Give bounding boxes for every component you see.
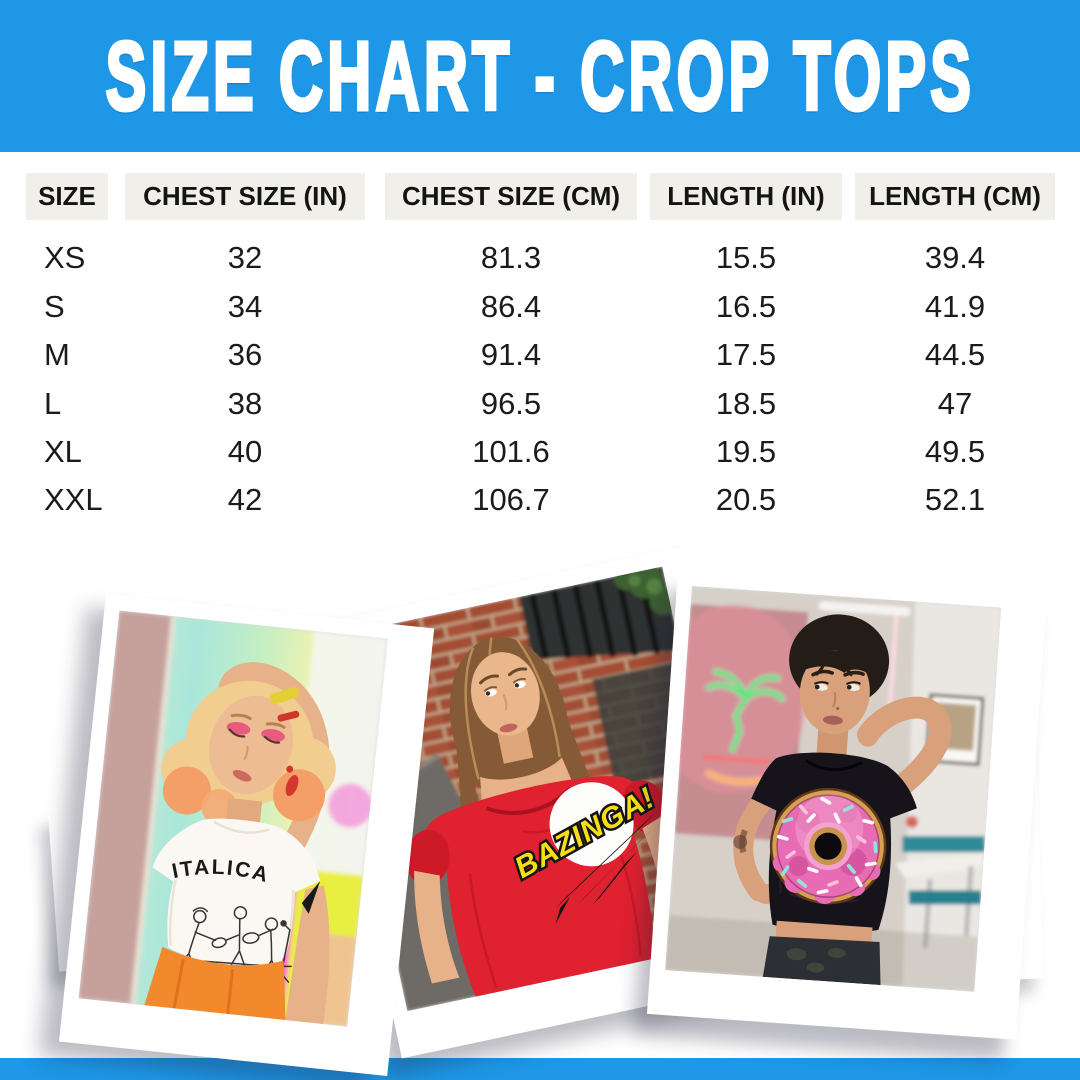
length-cm-value: 52.1	[924, 482, 986, 517]
hanging-arm	[285, 885, 330, 1025]
chest-cm-value: 91.4	[480, 337, 542, 372]
photo-right-image	[665, 586, 1002, 992]
chest-cm-value: 96.5	[480, 386, 542, 421]
column-header-length-cm: LENGTH (CM)	[855, 173, 1055, 220]
face	[470, 652, 540, 736]
length-in-value: 18.5	[715, 386, 777, 421]
bottoms	[762, 936, 881, 986]
arm-behind-neck	[856, 696, 952, 808]
length-in-value: 15.5	[715, 240, 777, 275]
left-arm	[414, 870, 460, 984]
column-header-length-in: LENGTH (IN)	[650, 173, 842, 220]
size-label: M	[44, 337, 70, 372]
donut-sprinkles	[776, 796, 878, 895]
diner-tables	[895, 815, 985, 949]
size-label: S	[44, 289, 65, 324]
orange-skirt	[144, 946, 286, 1021]
chest-cm-value: 101.6	[472, 434, 550, 469]
chest-in-value: 38	[227, 386, 263, 421]
length-cm-value: 47	[937, 386, 973, 421]
length-cm-value: 39.4	[924, 240, 986, 275]
photo-left: ITALICA	[58, 594, 435, 1077]
photo-right	[646, 570, 1048, 1040]
chest-in-value: 32	[227, 240, 263, 275]
table-row-xxl: XXL 42 106.7 20.5 52.1	[0, 481, 1080, 519]
lips	[232, 769, 252, 782]
red-hair-clip	[277, 710, 300, 722]
lips	[822, 715, 843, 725]
length-in-value: 16.5	[715, 289, 777, 324]
logo-circle	[549, 782, 634, 867]
chest-in-value: 42	[227, 482, 263, 517]
table-row-s: S 34 86.4 16.5 41.9	[0, 288, 1080, 326]
metal-letter-spike	[301, 880, 321, 914]
banner: SIZE CHART - CROP TOPS	[0, 0, 1080, 152]
table-row-xl: XL 40 101.6 19.5 49.5	[0, 433, 1080, 471]
white-crop-top	[152, 818, 321, 966]
brows	[811, 669, 865, 677]
donut-graphic	[769, 787, 887, 905]
length-in-value: 17.5	[715, 337, 777, 372]
length-cm-value: 49.5	[924, 434, 986, 469]
neon-palm-sign	[702, 610, 901, 792]
face	[209, 695, 293, 795]
chest-cm-value: 106.7	[472, 482, 550, 517]
table-row-m: M 36 91.4 17.5 44.5	[0, 336, 1080, 374]
table-row-l: L 38 96.5 18.5 47	[0, 385, 1080, 423]
photo-left-image: ITALICA	[78, 610, 388, 1027]
chest-in-value: 34	[227, 289, 263, 324]
column-header-chest-in: CHEST SIZE (IN)	[125, 173, 365, 220]
bottom-accent-bar	[0, 1058, 1080, 1080]
length-in-value: 20.5	[715, 482, 777, 517]
lips	[499, 723, 518, 733]
length-cm-value: 44.5	[924, 337, 986, 372]
photo-left-illustration: ITALICA	[78, 610, 388, 1027]
chest-in-value: 40	[227, 434, 263, 469]
face	[799, 650, 876, 735]
column-header-chest-cm: CHEST SIZE (CM)	[385, 173, 637, 220]
donut-hole	[814, 832, 842, 860]
length-cm-value: 41.9	[924, 289, 986, 324]
table-row-xs: XS 32 81.3 15.5 39.4	[0, 239, 1080, 277]
chest-cm-value: 81.3	[480, 240, 542, 275]
size-label: XXL	[44, 482, 103, 517]
photo-right-illustration	[665, 586, 1002, 992]
page-title: SIZE CHART - CROP TOPS	[104, 20, 975, 133]
column-header-size: SIZE	[26, 173, 108, 220]
model-long-hair: BAZINGA!	[405, 636, 694, 997]
size-label: L	[44, 386, 62, 421]
size-label: XS	[44, 240, 86, 275]
chest-in-value: 36	[227, 337, 263, 372]
red-earring	[286, 765, 294, 773]
bangs	[800, 650, 876, 680]
length-in-value: 19.5	[715, 434, 777, 469]
model-blonde: ITALICA	[144, 662, 336, 1025]
nose-ring	[836, 706, 840, 710]
neck	[497, 726, 534, 764]
yellow-hair-clip	[269, 687, 300, 705]
size-label: XL	[44, 434, 82, 469]
model-short-hair	[733, 614, 952, 986]
chest-cm-value: 86.4	[480, 289, 542, 324]
